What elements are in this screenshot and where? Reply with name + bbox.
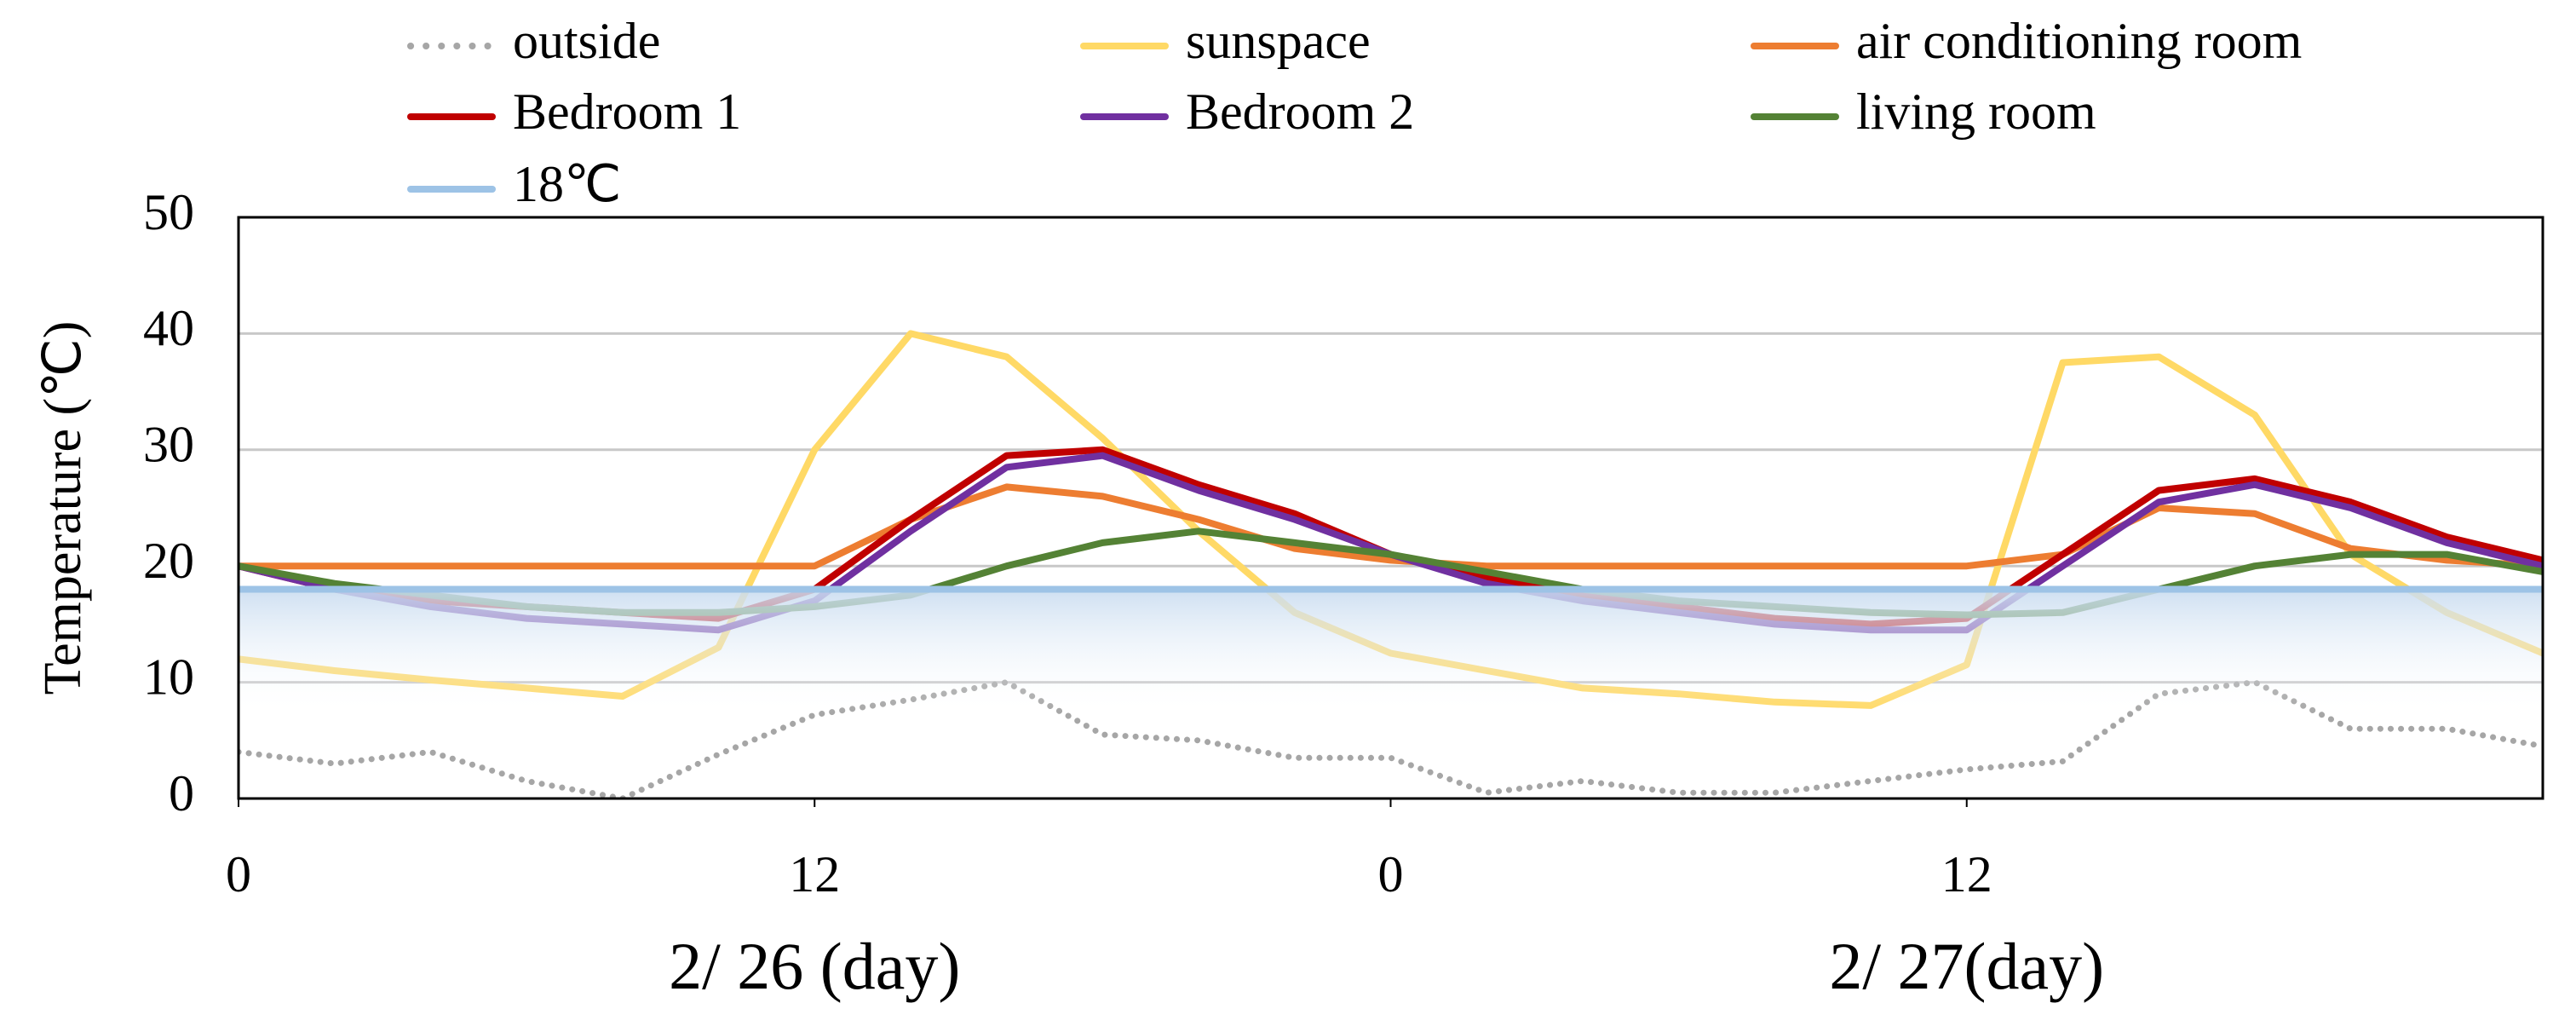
y-tick-label: 30 xyxy=(143,417,194,473)
day-label: 2/ 26 (day) xyxy=(669,929,960,1003)
legend-label: sunspace xyxy=(1186,13,1371,69)
y-axis-label: Temperature (℃) xyxy=(34,321,92,695)
legend-label: air conditioning room xyxy=(1856,13,2302,69)
y-tick-label: 20 xyxy=(143,533,194,589)
y-tick-label: 10 xyxy=(143,649,194,705)
legend-label: Bedroom 1 xyxy=(513,84,741,140)
x-tick-label: 0 xyxy=(226,846,251,902)
legend-label: outside xyxy=(513,13,660,69)
day-label: 2/ 27(day) xyxy=(1829,929,2104,1003)
y-tick-label: 0 xyxy=(169,765,194,822)
y-tick-label: 40 xyxy=(143,300,194,356)
legend-label: living room xyxy=(1856,84,2096,140)
legend-label: 18℃ xyxy=(513,156,621,212)
x-tick-label: 12 xyxy=(1941,846,1992,902)
plot-border xyxy=(237,216,2544,800)
y-tick-label: 50 xyxy=(143,184,194,240)
x-tick-label: 12 xyxy=(789,846,840,902)
series-line xyxy=(239,483,2543,570)
legend-label: Bedroom 2 xyxy=(1186,84,1414,140)
threshold-shade xyxy=(239,589,2543,799)
x-tick-label: 0 xyxy=(1378,846,1404,902)
